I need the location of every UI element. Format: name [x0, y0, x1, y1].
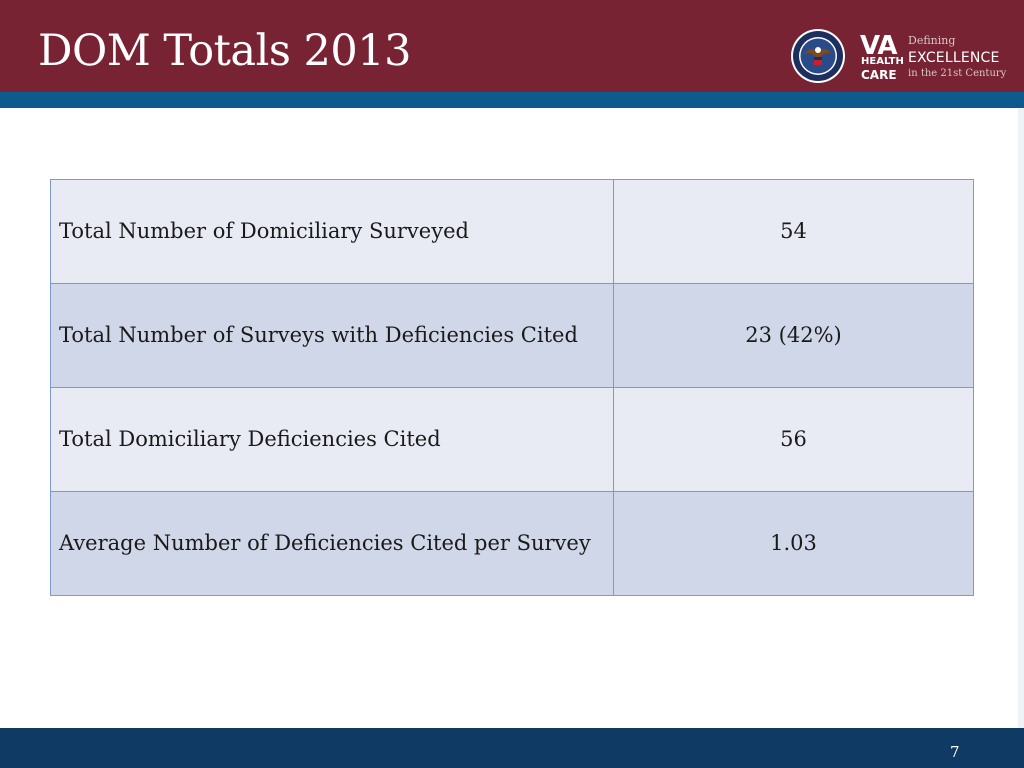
- row-label: Total Domiciliary Deficiencies Cited: [50, 387, 614, 492]
- table-row: Total Number of Surveys with Deficiencie…: [50, 283, 974, 388]
- logo-defining-text: Defining: [908, 34, 956, 47]
- row-label: Total Number of Domiciliary Surveyed: [50, 179, 614, 284]
- row-value: 1.03: [613, 491, 974, 596]
- logo-health-text: HEALTH: [861, 56, 904, 67]
- slide-footer: [0, 728, 1024, 768]
- logo-century-text: in the 21st Century: [908, 68, 1007, 79]
- row-value: 54: [613, 179, 974, 284]
- table-row: Average Number of Deficiencies Cited per…: [50, 491, 974, 596]
- row-label: Total Number of Surveys with Deficiencie…: [50, 283, 614, 388]
- row-value: 56: [613, 387, 974, 492]
- page-number: 7: [950, 743, 960, 761]
- row-label: Average Number of Deficiencies Cited per…: [50, 491, 614, 596]
- row-value: 23 (42%): [613, 283, 974, 388]
- va-seal-icon: [791, 29, 845, 83]
- table-row: Total Number of Domiciliary Surveyed 54: [50, 179, 974, 284]
- logo-care-text: CARE: [861, 68, 897, 82]
- slide-title: DOM Totals 2013: [38, 26, 412, 76]
- logo-excellence-text: EXCELLENCE: [908, 50, 1000, 66]
- va-logo-text: VA: [860, 31, 897, 61]
- table-row: Total Domiciliary Deficiencies Cited 56: [50, 387, 974, 492]
- totals-table: Total Number of Domiciliary Surveyed 54 …: [50, 179, 974, 596]
- header-stripe: [0, 92, 1024, 108]
- right-edge-shade: [1018, 108, 1024, 728]
- slide-header: DOM Totals 2013 VA HEALTH CARE Defining …: [0, 0, 1024, 92]
